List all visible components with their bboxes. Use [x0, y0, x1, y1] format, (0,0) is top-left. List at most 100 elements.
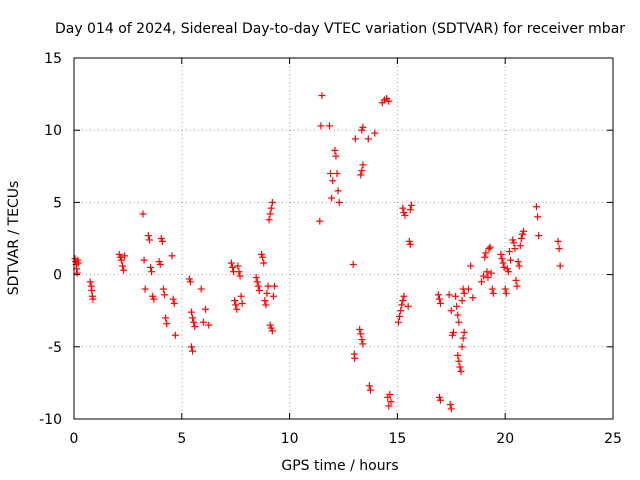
- data-point: [171, 331, 179, 339]
- data-point: [191, 323, 199, 331]
- data-point: [358, 167, 366, 175]
- data-point: [119, 262, 127, 270]
- data-point: [515, 262, 523, 270]
- data-point: [514, 258, 522, 266]
- data-point: [121, 252, 129, 260]
- y-axis-title: SDTVAR / TECUs: [6, 181, 22, 296]
- data-point: [329, 177, 337, 185]
- data-point: [487, 269, 495, 277]
- data-point: [457, 367, 465, 375]
- data-point: [202, 305, 210, 313]
- data-point: [482, 249, 490, 257]
- data-point: [513, 282, 521, 290]
- data-point: [485, 245, 493, 253]
- data-point: [265, 216, 273, 224]
- data-point: [158, 237, 166, 245]
- data-point: [384, 393, 392, 401]
- data-point: [359, 161, 367, 169]
- data-point: [455, 357, 463, 365]
- data-point: [406, 240, 414, 248]
- data-point: [88, 286, 96, 294]
- data-point: [349, 260, 357, 268]
- data-point: [486, 243, 494, 251]
- data-point: [447, 405, 455, 413]
- data-point: [484, 273, 492, 281]
- data-point: [141, 285, 149, 293]
- data-point: [161, 291, 169, 299]
- data-point: [252, 273, 260, 281]
- data-point: [480, 272, 488, 280]
- data-point: [489, 289, 497, 297]
- data-point: [351, 135, 359, 143]
- data-point: [197, 285, 205, 293]
- data-point: [73, 269, 81, 277]
- data-point: [231, 297, 239, 305]
- data-point: [501, 285, 509, 293]
- y-tick-label: 5: [53, 195, 62, 211]
- data-point: [498, 255, 506, 263]
- data-point: [263, 289, 271, 297]
- data-point: [271, 282, 279, 290]
- plot-frame: [73, 57, 614, 420]
- data-point: [555, 245, 563, 253]
- data-point: [237, 292, 245, 300]
- data-point: [318, 92, 326, 100]
- data-point: [262, 301, 270, 309]
- data-point: [359, 340, 367, 348]
- data-point: [532, 203, 540, 211]
- data-point: [358, 336, 366, 344]
- data-point: [465, 285, 473, 293]
- data-point: [253, 278, 261, 286]
- data-point: [267, 204, 275, 212]
- data-point: [394, 318, 402, 326]
- data-point: [456, 363, 464, 371]
- data-point: [117, 256, 125, 264]
- data-point: [511, 245, 519, 253]
- data-point: [227, 259, 235, 267]
- data-point: [269, 292, 277, 300]
- data-point: [556, 262, 564, 270]
- x-tick-labels: 0 5 10 15 20 25: [70, 431, 622, 447]
- chart-title: Day 014 of 2024, Sidereal Day-to-day VTE…: [55, 21, 625, 37]
- data-point: [516, 242, 524, 250]
- data-point: [488, 285, 496, 293]
- data-point: [335, 198, 343, 206]
- data-point: [205, 321, 213, 329]
- data-point: [260, 259, 268, 267]
- data-point: [447, 307, 455, 315]
- data-point: [467, 262, 475, 270]
- data-point: [232, 301, 240, 309]
- data-point: [446, 401, 454, 409]
- data-point: [460, 328, 468, 336]
- x-tick-label: 15: [388, 431, 406, 447]
- data-point: [437, 299, 445, 307]
- data-point: [396, 312, 404, 320]
- data-point: [459, 334, 467, 342]
- data-point: [266, 210, 274, 218]
- data-point: [147, 263, 155, 271]
- y-tick-label: 0: [53, 268, 62, 284]
- data-point: [150, 295, 158, 303]
- data-point: [351, 354, 359, 362]
- data-point: [333, 170, 341, 178]
- x-tick-label: 5: [177, 431, 186, 447]
- data-point: [454, 311, 462, 319]
- data-point: [535, 232, 543, 240]
- data-point: [435, 295, 443, 303]
- data-point: [199, 318, 207, 326]
- data-point: [261, 297, 269, 305]
- data-point: [449, 328, 457, 336]
- data-point: [163, 320, 171, 328]
- data-point: [458, 343, 466, 351]
- data-point: [500, 263, 508, 271]
- y-tick-label: -5: [48, 340, 62, 356]
- data-point: [437, 396, 445, 404]
- data-point: [255, 286, 263, 294]
- y-tick-label: 15: [44, 51, 62, 67]
- data-point: [371, 129, 379, 137]
- data-point: [401, 211, 409, 219]
- data-point: [316, 217, 324, 225]
- data-point: [407, 201, 415, 209]
- data-point: [404, 302, 412, 310]
